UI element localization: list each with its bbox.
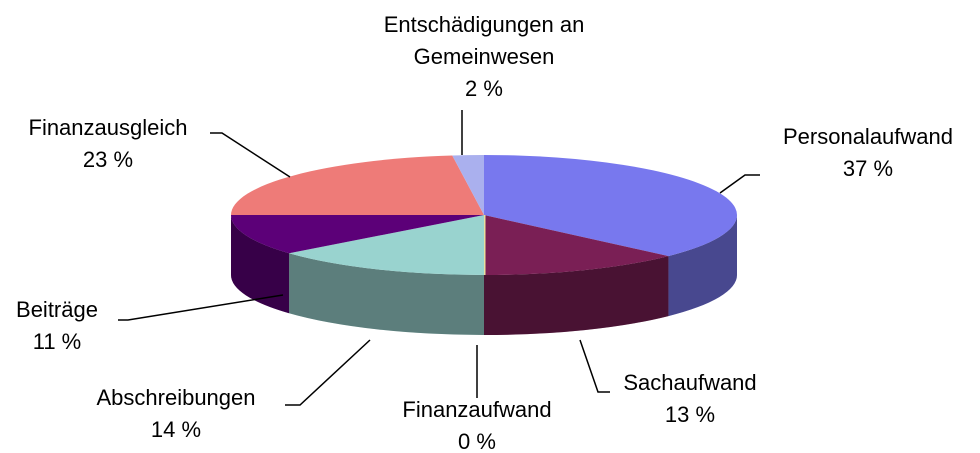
- slice: [231, 155, 484, 215]
- slice: [452, 155, 484, 215]
- category-label: Finanzaufwand: [402, 397, 552, 422]
- leader-line: [579, 339, 610, 393]
- value-label: 0 %: [458, 429, 496, 453]
- slice-side-shade: [231, 215, 290, 314]
- data-label: Sachaufwand 13 %: [590, 367, 790, 431]
- value-label: 37 %: [842, 156, 894, 181]
- value-label: 13 %: [664, 402, 716, 427]
- slice: [484, 215, 669, 275]
- data-label: Personalaufwand 37 %: [748, 121, 980, 185]
- slice-side: [668, 215, 737, 317]
- category-label: Sachaufwand: [623, 370, 757, 395]
- leader-line: [719, 174, 760, 194]
- slice-side-shade: [668, 215, 737, 317]
- slice: [231, 215, 484, 254]
- category-label: Finanzausgleich: [28, 115, 188, 140]
- data-label: Beiträge 11 %: [2, 294, 112, 358]
- data-label: Abschreibungen 14 %: [56, 382, 296, 446]
- slice: [484, 155, 738, 257]
- category-label: Entschädigungen an Gemeinwesen: [383, 12, 585, 69]
- leader-line: [285, 339, 371, 406]
- leader-line: [118, 294, 284, 321]
- value-label: 2 %: [465, 76, 503, 101]
- value-label: 23 %: [82, 147, 134, 172]
- value-label: 14 %: [150, 417, 202, 442]
- slice-side: [231, 215, 290, 314]
- slice: [289, 215, 484, 275]
- slice-side: [289, 253, 484, 335]
- slice-side: [484, 256, 669, 335]
- category-label: Personalaufwand: [782, 124, 953, 149]
- data-label: Finanzausgleich 23 %: [0, 112, 218, 176]
- leader-line: [210, 132, 291, 178]
- slice-side-shade: [484, 256, 669, 335]
- category-label: Beiträge: [16, 297, 98, 322]
- data-label: Entschädigungen an Gemeinwesen 2 %: [369, 9, 599, 105]
- data-label: Finanzaufwand 0 %: [357, 394, 597, 453]
- slice-side-shade: [289, 253, 484, 335]
- category-label: Abschreibungen: [96, 385, 256, 410]
- value-label: 11 %: [32, 329, 82, 354]
